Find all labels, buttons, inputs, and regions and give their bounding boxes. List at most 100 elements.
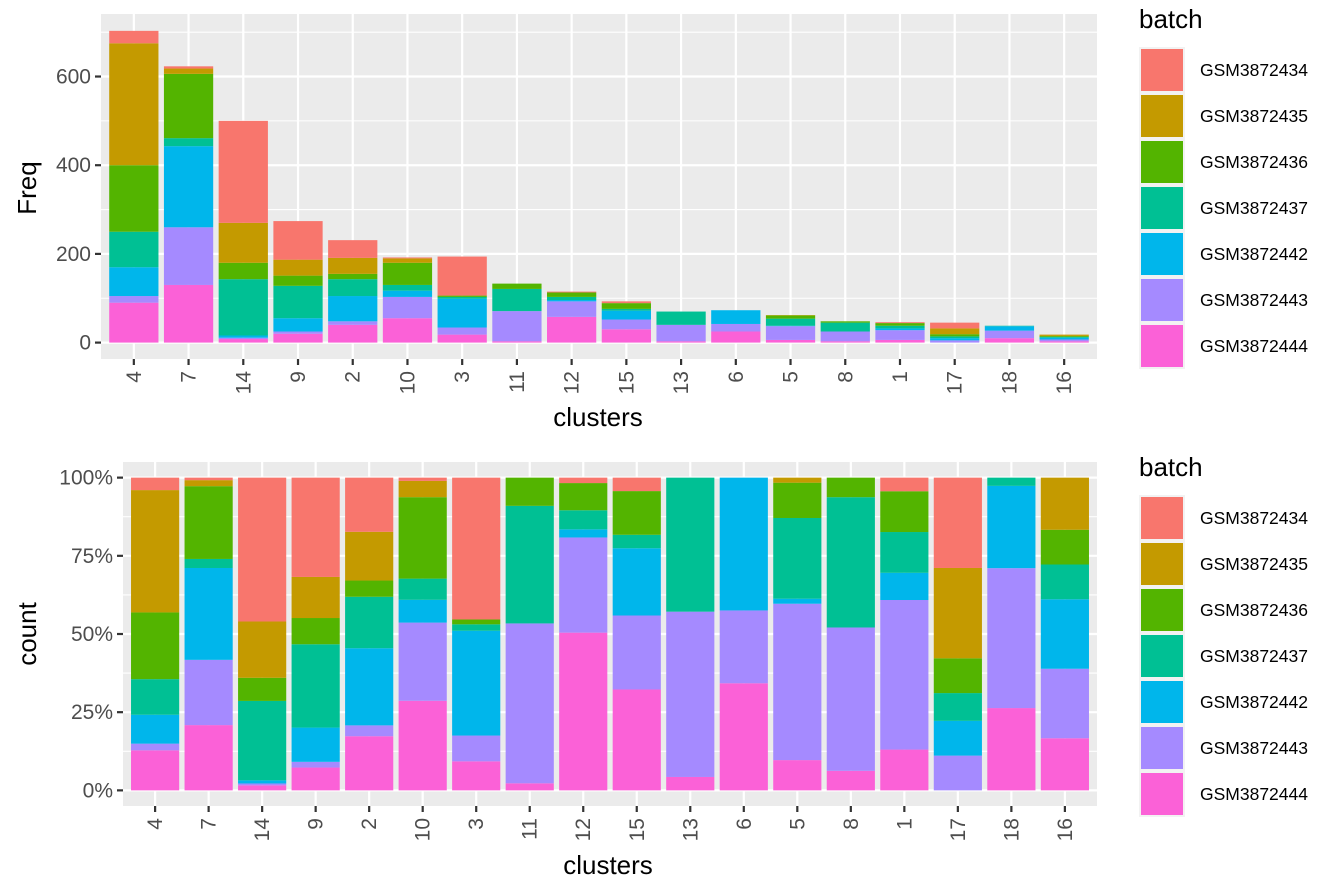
legend-label-GSM3872435: GSM3872435 [1200,106,1308,126]
count-bar-segment-15-GSM3872442 [612,548,661,616]
freq-bar-segment-6-GSM3872443 [711,323,761,332]
freq-bar-segment-15-GSM3872434 [601,301,651,304]
legend-swatch-GSM3872436 [1141,589,1183,631]
freq-bar-segment-10-GSM3872444 [382,318,433,343]
freq-bar-segment-11-GSM3872444 [492,341,542,343]
legend-swatch-GSM3872434 [1141,49,1183,91]
freq-bar-segment-16-GSM3872442 [1039,337,1089,340]
freq-bar-segment-2-GSM3872434 [328,240,378,258]
freq-bar-segment-11-GSM3872443 [492,311,542,342]
freq-bar-segment-2-GSM3872437 [328,279,378,297]
count-bar-segment-18-GSM3872443 [987,568,1036,709]
count-bar-segment-7-GSM3872437 [184,558,233,568]
freq-bar-segment-12-GSM3872443 [547,301,597,317]
freq-bar-segment-9-GSM3872443 [273,331,323,334]
freq-x-tick-label: 12 [561,371,584,394]
count-x-tick-label: 7 [198,818,221,830]
count-bar-segment-5-GSM3872443 [773,603,822,761]
count-y-axis-title: count [12,601,42,665]
freq-bar-segment-14-GSM3872435 [218,222,268,263]
freq-bar-segment-3-GSM3872444 [437,334,487,343]
legend-swatch-GSM3872435 [1141,95,1183,137]
freq-bar-segment-18-GSM3872442 [984,326,1035,331]
count-bar-segment-2-GSM3872444 [345,736,394,791]
legend-label-GSM3872437: GSM3872437 [1200,198,1308,218]
freq-panel: 0 200 400 600 4 7 14 9 2 10 3 11 12 15 13 6 5 8 1 17 18 16 [56,14,1097,394]
legend-label-GSM3872443: GSM3872443 [1200,738,1308,758]
freq-bar-segment-12-GSM3872442 [547,300,597,302]
count-bar-segment-17-GSM3872435 [933,567,982,659]
legend-swatch-GSM3872434 [1141,497,1183,539]
count-bar-segment-10-GSM3872437 [398,578,447,600]
freq-bar-segment-1-GSM3872443 [875,330,925,340]
freq-bar-segment-14-GSM3872436 [218,262,268,280]
freq-x-tick-label: 11 [506,371,529,393]
count-bar-segment-7-GSM3872442 [184,567,233,660]
freq-bar-segment-14-GSM3872444 [218,339,268,343]
count-bar-segment-2-GSM3872443 [345,725,394,737]
legend-swatch-GSM3872443 [1141,727,1183,769]
freq-bar-segment-8-GSM3872444 [820,341,870,343]
count-bar-segment-9-GSM3872444 [291,767,340,791]
freq-x-tick-label: 17 [944,371,967,394]
count-x-tick-label: 2 [358,818,381,830]
count-bar-segment-11-GSM3872443 [505,623,554,784]
freq-x-tick-label: 14 [232,371,255,395]
freq-bar-segment-16-GSM3872435 [1039,334,1089,336]
count-x-tick-label: 9 [305,818,328,830]
freq-bar-segment-5-GSM3872444 [765,339,816,343]
freq-bar-segment-12-GSM3872437 [547,296,597,301]
count-bar-segment-1-GSM3872434 [880,477,929,492]
freq-bar-segment-17-GSM3872436 [930,334,980,337]
freq-bar-segment-7-GSM3872442 [163,146,214,228]
freq-bar-segment-3-GSM3872434 [437,256,487,296]
count-y-tick-label: 50% [71,623,113,646]
count-bar-segment-15-GSM3872436 [612,491,661,535]
count-bar-segment-1-GSM3872437 [880,532,929,573]
freq-bar-segment-9-GSM3872434 [273,221,323,260]
freq-bar-segment-13-GSM3872443 [656,324,706,342]
freq-bar-segment-1-GSM3872442 [875,328,925,331]
count-bar-segment-10-GSM3872434 [398,477,447,481]
freq-bar-segment-14-GSM3872442 [218,335,268,338]
count-bar-segment-13-GSM3872437 [666,477,715,612]
freq-bar-segment-4-GSM3872442 [109,267,159,297]
freq-y-tick-label: 600 [56,66,91,89]
count-bar-segment-11-GSM3872436 [505,477,554,506]
count-bar-segment-8-GSM3872443 [826,627,875,771]
count-bar-segment-17-GSM3872436 [933,658,982,694]
freq-bar-segment-7-GSM3872434 [163,66,214,69]
count-bar-segment-7-GSM3872444 [184,725,233,791]
freq-y-axis-title: Freq [12,161,42,214]
freq-bar-segment-14-GSM3872443 [218,337,268,340]
count-x-tick-label: 15 [626,818,649,841]
freq-bar-segment-8-GSM3872443 [820,331,870,342]
legend-swatch-GSM3872443 [1141,279,1183,321]
legend-top: GSM3872434 GSM3872435 GSM3872436 GSM3872437… [1139,47,1308,369]
freq-x-tick-label: 3 [451,371,474,383]
count-bar-segment-6-GSM3872443 [719,610,768,684]
count-bar-segment-3-GSM3872436 [452,619,501,625]
freq-bar-segment-3-GSM3872436 [437,295,487,297]
legend-label-GSM3872442: GSM3872442 [1200,692,1308,712]
count-bar-segment-17-GSM3872443 [933,755,982,791]
freq-bar-segment-16-GSM3872444 [1039,341,1089,343]
count-bar-segment-14-GSM3872436 [238,677,287,701]
freq-bar-segment-12-GSM3872436 [547,292,597,297]
count-bar-segment-3-GSM3872443 [452,735,501,762]
count-bar-segment-6-GSM3872442 [719,477,768,611]
freq-bar-segment-13-GSM3872437 [656,311,706,325]
count-bar-segment-16-GSM3872442 [1040,599,1089,669]
freq-x-tick-label: 2 [342,371,365,383]
freq-bar-segment-4-GSM3872444 [109,302,159,343]
legend-label-GSM3872434: GSM3872434 [1200,60,1308,80]
count-bar-segment-5-GSM3872437 [773,517,822,599]
freq-bar-segment-13-GSM3872444 [656,341,706,343]
count-y-tick-label: 0% [83,779,113,802]
legend-label-GSM3872437: GSM3872437 [1200,646,1308,666]
freq-bar-segment-2-GSM3872444 [328,324,378,343]
count-bar-segment-12-GSM3872437 [559,510,608,530]
freq-bar-segment-9-GSM3872437 [273,285,323,319]
freq-x-tick-label: 1 [889,371,912,383]
count-bar-segment-15-GSM3872444 [612,689,661,791]
